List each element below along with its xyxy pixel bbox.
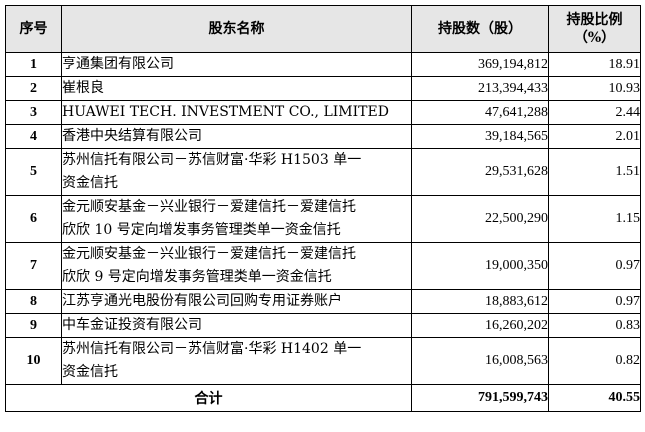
row-index: 2 bbox=[5, 76, 62, 101]
header-index: 序号 bbox=[5, 5, 62, 53]
row-ratio: 2.01 bbox=[548, 124, 641, 149]
row-name: 中车金证投资有限公司 bbox=[61, 313, 412, 338]
header-shares: 持股数（股） bbox=[411, 5, 549, 53]
row-ratio: 0.82 bbox=[548, 337, 641, 385]
row-shares: 39,184,565 bbox=[411, 124, 549, 149]
row-shares: 29,531,628 bbox=[411, 148, 549, 196]
row-ratio: 1.15 bbox=[548, 195, 641, 243]
row-index: 6 bbox=[5, 195, 62, 243]
table-row: 3 HUAWEI TECH. INVESTMENT CO., LIMITED 47,… bbox=[5, 100, 641, 125]
table-row: 2 崔根良 213,394,433 10.93 bbox=[5, 76, 641, 101]
table-row: 1 亨通集团有限公司 369,194,812 18.91 bbox=[5, 52, 641, 77]
row-name-line: 资金信托 bbox=[62, 175, 118, 191]
row-name-line: 香港中央结算有限公司 bbox=[62, 128, 202, 144]
header-row: 序号 股东名称 持股数（股） 持股比例 （%） bbox=[5, 5, 641, 53]
row-name-line: 金元顺安基金－兴业银行－爱建信托－爱建信托 bbox=[62, 246, 356, 262]
row-name-line: 欣欣 9 号定向增发事务管理类单一资金信托 bbox=[62, 269, 332, 285]
row-name: HUAWEI TECH. INVESTMENT CO., LIMITED bbox=[61, 100, 412, 125]
row-name-line: 中车金证投资有限公司 bbox=[62, 317, 202, 333]
row-ratio: 0.83 bbox=[548, 313, 641, 338]
shareholder-table: 序号 股东名称 持股数（股） 持股比例 （%） 1 亨通集团有限公司 369,194… bbox=[5, 5, 641, 412]
row-name: 苏州信托有限公司－苏信财富·华彩 H1503 单一 资金信托 bbox=[61, 148, 412, 196]
row-shares: 16,260,202 bbox=[411, 313, 549, 338]
table-row: 8 江苏亨通光电股份有限公司回购专用证券账户 18,883,612 0.97 bbox=[5, 289, 641, 314]
table-row: 5 苏州信托有限公司－苏信财富·华彩 H1503 单一 资金信托 29,531,628… bbox=[5, 148, 641, 196]
row-index: 7 bbox=[5, 242, 62, 290]
row-ratio: 18.91 bbox=[548, 52, 641, 77]
header-ratio-line1: 持股比例 bbox=[566, 12, 623, 28]
row-shares: 47,641,288 bbox=[411, 100, 549, 125]
row-name-line: 亨通集团有限公司 bbox=[62, 56, 174, 72]
row-name: 崔根良 bbox=[61, 76, 412, 101]
row-index: 8 bbox=[5, 289, 62, 314]
row-name-line: HUAWEI TECH. INVESTMENT CO., LIMITED bbox=[62, 104, 389, 120]
row-ratio: 1.51 bbox=[548, 148, 641, 196]
row-shares: 19,000,350 bbox=[411, 242, 549, 290]
table-row: 6 金元顺安基金－兴业银行－爱建信托－爱建信托 欣欣 10 号定向增发事务管理类单一… bbox=[5, 195, 641, 243]
total-shares: 791,599,743 bbox=[411, 384, 549, 412]
row-name: 金元顺安基金－兴业银行－爱建信托－爱建信托 欣欣 10 号定向增发事务管理类单一资… bbox=[61, 195, 412, 243]
row-index: 3 bbox=[5, 100, 62, 125]
row-index: 9 bbox=[5, 313, 62, 338]
row-index: 5 bbox=[5, 148, 62, 196]
row-ratio: 10.93 bbox=[548, 76, 641, 101]
header-name: 股东名称 bbox=[61, 5, 412, 53]
table-row: 4 香港中央结算有限公司 39,184,565 2.01 bbox=[5, 124, 641, 149]
header-ratio-line2: （%） bbox=[573, 30, 616, 46]
row-ratio: 0.97 bbox=[548, 242, 641, 290]
row-ratio: 0.97 bbox=[548, 289, 641, 314]
total-ratio: 40.55 bbox=[548, 384, 641, 412]
row-index: 10 bbox=[5, 337, 62, 385]
row-shares: 369,194,812 bbox=[411, 52, 549, 77]
row-name-line: 苏州信托有限公司－苏信财富·华彩 H1503 单一 bbox=[62, 152, 362, 168]
row-shares: 22,500,290 bbox=[411, 195, 549, 243]
row-name: 苏州信托有限公司－苏信财富·华彩 H1402 单一 资金信托 bbox=[61, 337, 412, 385]
row-index: 4 bbox=[5, 124, 62, 149]
row-name-line: 资金信托 bbox=[62, 364, 118, 380]
total-row: 合计 791,599,743 40.55 bbox=[5, 384, 641, 412]
row-name-line: 金元顺安基金－兴业银行－爱建信托－爱建信托 bbox=[62, 199, 356, 215]
table-row: 10 苏州信托有限公司－苏信财富·华彩 H1402 单一 资金信托 16,008,56… bbox=[5, 337, 641, 385]
row-index: 1 bbox=[5, 52, 62, 77]
table-row: 7 金元顺安基金－兴业银行－爱建信托－爱建信托 欣欣 9 号定向增发事务管理类单一资… bbox=[5, 242, 641, 290]
row-name: 金元顺安基金－兴业银行－爱建信托－爱建信托 欣欣 9 号定向增发事务管理类单一资金… bbox=[61, 242, 412, 290]
row-name-line: 江苏亨通光电股份有限公司回购专用证券账户 bbox=[62, 293, 342, 309]
row-shares: 16,008,563 bbox=[411, 337, 549, 385]
header-ratio: 持股比例 （%） bbox=[548, 5, 641, 53]
table-row: 9 中车金证投资有限公司 16,260,202 0.83 bbox=[5, 313, 641, 338]
table-body: 1 亨通集团有限公司 369,194,812 18.91 2 崔根良 213,394,433… bbox=[5, 52, 641, 385]
row-name: 江苏亨通光电股份有限公司回购专用证券账户 bbox=[61, 289, 412, 314]
row-name: 香港中央结算有限公司 bbox=[61, 124, 412, 149]
row-name-line: 崔根良 bbox=[62, 80, 104, 96]
row-ratio: 2.44 bbox=[548, 100, 641, 125]
row-shares: 18,883,612 bbox=[411, 289, 549, 314]
row-name-line: 苏州信托有限公司－苏信财富·华彩 H1402 单一 bbox=[62, 341, 362, 357]
row-shares: 213,394,433 bbox=[411, 76, 549, 101]
row-name: 亨通集团有限公司 bbox=[61, 52, 412, 77]
total-label: 合计 bbox=[5, 384, 412, 412]
row-name-line: 欣欣 10 号定向增发事务管理类单一资金信托 bbox=[62, 222, 341, 238]
